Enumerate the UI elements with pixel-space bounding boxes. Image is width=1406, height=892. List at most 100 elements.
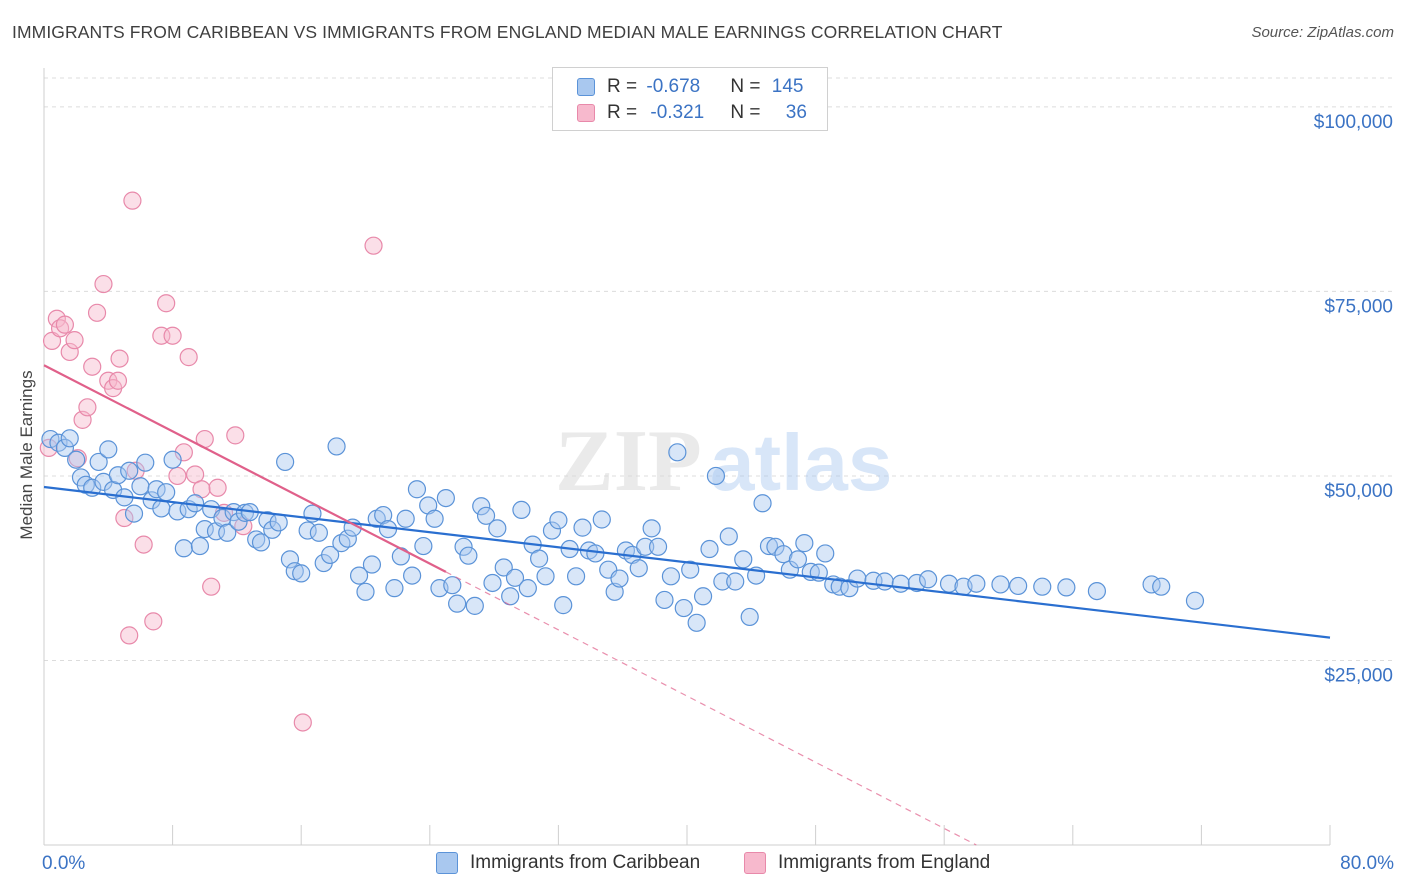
x-tick-labels: 0.0% 80.0% [42,853,1394,874]
caribbean-point-114 [706,466,726,486]
england-point-24 [168,466,187,486]
legend-row-england: R = -0.321 N = 36 [577,100,807,126]
caribbean-point-46 [298,521,317,540]
caribbean-point-82 [505,568,525,587]
caribbean-point-66 [414,536,433,556]
england-point-4 [55,315,74,334]
caribbean-point-45 [292,564,311,583]
caribbean-point-139 [919,570,938,589]
caribbean-point-93 [573,518,592,537]
england-point-20 [144,612,163,631]
grid-lines [44,77,1392,661]
caribbean-point-56 [356,582,375,601]
watermark-zip: ZIP [555,413,702,510]
caribbean-point-113 [700,539,719,559]
caribbean-point-3 [60,429,79,448]
england-legend-swatch [744,852,766,874]
caribbean-point-61 [385,579,404,598]
england-point-10 [83,357,102,376]
caribbean-point-55 [349,566,369,585]
caribbean-point-147 [1087,581,1107,601]
caribbean-point-53 [338,529,357,548]
caribbean-point-41 [269,513,288,532]
caribbean-point-62 [391,547,410,566]
caribbean-point-132 [830,577,849,596]
caribbean-point-21 [157,483,176,502]
caribbean-n-label: N = [730,76,766,97]
england-point-31 [208,478,227,497]
england-point-17 [120,626,139,645]
caribbean-point-110 [681,560,700,579]
caribbean-point-137 [891,574,910,593]
caribbean-point-76 [472,497,491,516]
y-axis-label: Median Male Earnings [17,370,36,539]
caribbean-point-118 [734,550,753,569]
legend-item-caribbean[interactable]: Immigrants from Caribbean [436,852,700,874]
caribbean-point-84 [518,579,537,598]
caribbean-point-104 [642,519,661,538]
england-point-11 [87,303,107,322]
england-trend-extension [445,571,977,846]
caribbean-point-142 [967,574,986,593]
caribbean-point-81 [501,587,520,606]
england-trend-line [43,364,447,573]
caribbean-point-57 [362,555,382,574]
caribbean-legend-label: Immigrants from Caribbean [470,852,701,873]
caribbean-r-label: R = [607,76,643,97]
caribbean-point-108 [668,443,687,462]
legend-item-england[interactable]: Immigrants from England [744,852,990,874]
caribbean-point-95 [586,544,605,563]
caribbean-point-68 [425,509,444,528]
caribbean-point-107 [661,567,681,586]
caribbean-point-39 [258,511,277,530]
caribbean-point-96 [592,510,611,529]
england-point-15 [110,349,129,368]
england-point-12 [94,274,113,294]
caribbean-point-90 [554,596,573,615]
caribbean-point-8 [89,452,108,472]
caribbean-point-75 [465,596,484,615]
axes [43,68,1331,846]
x-tick-label-1: 80.0% [1340,853,1394,874]
caribbean-point-127 [795,534,814,553]
england-point-9 [78,398,97,417]
england-point-6 [65,331,84,350]
caribbean-point-48 [309,523,328,542]
caribbean-point-83 [512,500,531,520]
caribbean-point-122 [759,536,779,556]
england-n-label: N = [730,102,766,123]
caribbean-point-22 [163,450,182,469]
caribbean-point-144 [1009,576,1028,596]
england-legend-label: Immigrants from England [778,852,991,873]
england-point-30 [202,577,221,596]
caribbean-point-51 [327,437,346,456]
caribbean-point-14 [120,461,139,480]
y-tick-label-1: $50,000 [1324,481,1393,502]
caribbean-point-37 [247,530,266,549]
trend-lines [43,364,1331,846]
caribbean-point-71 [443,576,462,595]
caribbean-point-17 [136,453,155,472]
caribbean-point-130 [816,544,835,563]
caribbean-point-43 [280,550,300,569]
source-label: Source: ZipAtlas.com [1251,24,1394,41]
caribbean-point-92 [566,567,586,586]
caribbean-point-88 [542,521,562,540]
caribbean-point-35 [235,503,255,522]
caribbean-point-134 [848,569,867,588]
caribbean-point-109 [674,598,693,618]
caribbean-n-value: 145 [771,76,804,97]
england-point-25 [174,443,193,462]
caribbean-r-value: -0.678 [646,76,701,97]
england-n-value: 36 [785,102,807,123]
caribbean-point-40 [263,520,282,539]
caribbean-point-59 [374,505,393,525]
caribbean-point-74 [459,546,478,565]
caribbean-point-99 [610,569,629,588]
x-tick-label-0: 0.0% [42,853,85,874]
caribbean-point-146 [1057,578,1076,597]
caribbean-trend-line [43,485,1331,639]
caribbean-point-105 [648,537,668,556]
caribbean-point-116 [719,527,738,546]
